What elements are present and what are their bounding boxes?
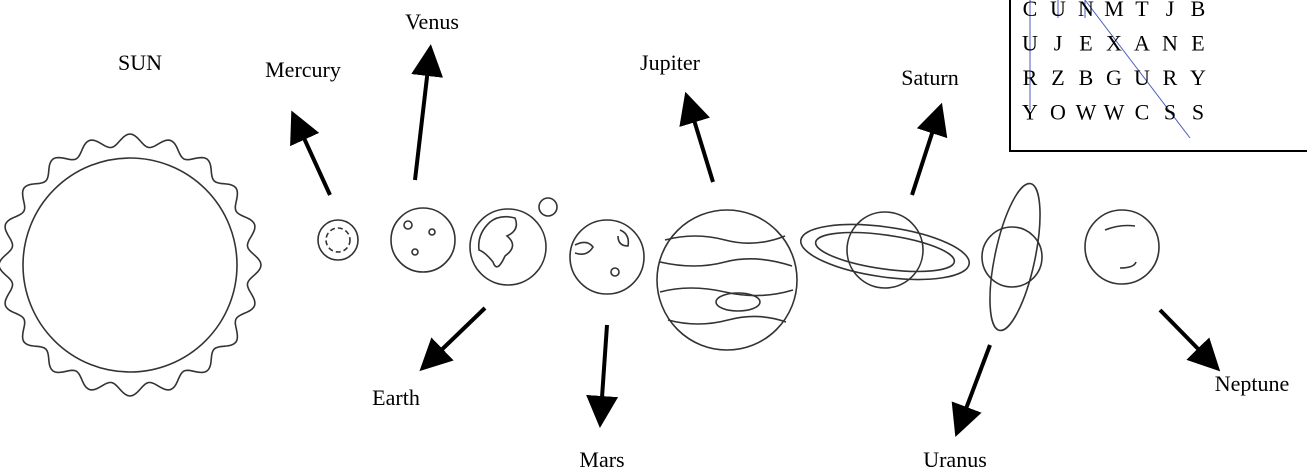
- mars-crater: [611, 268, 619, 276]
- grid-letter: U: [1134, 65, 1150, 90]
- saturn-ring: [813, 225, 956, 278]
- mercury-detail: [326, 228, 350, 252]
- grid-letter: G: [1106, 65, 1122, 90]
- grid-letter: R: [1163, 65, 1178, 90]
- planet-label: Venus: [405, 9, 459, 34]
- grid-letter: E: [1191, 31, 1204, 56]
- arrow: [690, 107, 713, 182]
- neptune-detail: [1105, 226, 1136, 269]
- grid-letter: O: [1050, 100, 1066, 125]
- grid-letter: B: [1079, 65, 1094, 90]
- planet-label: Jupiter: [640, 50, 701, 75]
- venus-crater: [404, 221, 412, 229]
- grid-letter: J: [1054, 31, 1063, 56]
- grid-letter: S: [1164, 100, 1176, 125]
- mars: [570, 220, 644, 294]
- neptune: [1085, 210, 1159, 284]
- planet-label: Earth: [372, 385, 420, 410]
- grid-letter: C: [1135, 100, 1150, 125]
- grid-letter: Y: [1190, 65, 1206, 90]
- grid-letter: R: [1023, 65, 1038, 90]
- arrow: [961, 345, 990, 422]
- earth: [470, 209, 546, 285]
- solar-system-diagram: SUNMercuryVenusEarthMarsJupiterSaturnUra…: [0, 0, 1307, 474]
- sun-corona: [0, 134, 261, 396]
- sun: [23, 158, 237, 372]
- grid-letter: N: [1162, 31, 1178, 56]
- uranus-ring: [980, 179, 1050, 334]
- mercury: [318, 220, 358, 260]
- grid-letter: U: [1050, 0, 1066, 21]
- arrow: [298, 125, 330, 195]
- grid-letter: M: [1104, 0, 1124, 21]
- grid-letter: S: [1192, 100, 1204, 125]
- arrow: [912, 118, 937, 195]
- planet-label: Saturn: [901, 65, 958, 90]
- grid-letter: T: [1135, 0, 1149, 21]
- grid-letter: U: [1022, 31, 1038, 56]
- planet-label: SUN: [118, 50, 162, 75]
- great-red-spot: [716, 293, 760, 311]
- planet-label: Mercury: [265, 57, 341, 82]
- grid-letter: C: [1023, 0, 1038, 21]
- grid-letter: B: [1191, 0, 1206, 21]
- venus: [391, 208, 455, 272]
- planet-label: Neptune: [1215, 371, 1290, 396]
- earth-continent: [479, 217, 517, 267]
- grid-letter: Y: [1022, 100, 1038, 125]
- moon: [539, 198, 557, 216]
- venus-crater: [429, 229, 435, 235]
- arrow: [1160, 310, 1209, 360]
- grid-letter: X: [1106, 31, 1122, 56]
- grid-letter: E: [1079, 31, 1092, 56]
- arrow: [601, 325, 607, 412]
- grid-letter: W: [1076, 100, 1097, 125]
- grid-letter: J: [1166, 0, 1175, 21]
- jupiter-bands: [660, 236, 793, 324]
- venus-crater: [412, 249, 418, 255]
- mars-detail: [575, 230, 628, 254]
- grid-letter: W: [1104, 100, 1125, 125]
- planet-label: Uranus: [923, 447, 987, 472]
- grid-letter: Z: [1051, 65, 1064, 90]
- grid-letter: A: [1134, 31, 1150, 56]
- planet-label: Mars: [579, 447, 624, 472]
- arrow: [431, 308, 485, 360]
- grid-letter: N: [1078, 0, 1094, 21]
- arrow: [415, 60, 429, 180]
- jupiter: [657, 210, 797, 350]
